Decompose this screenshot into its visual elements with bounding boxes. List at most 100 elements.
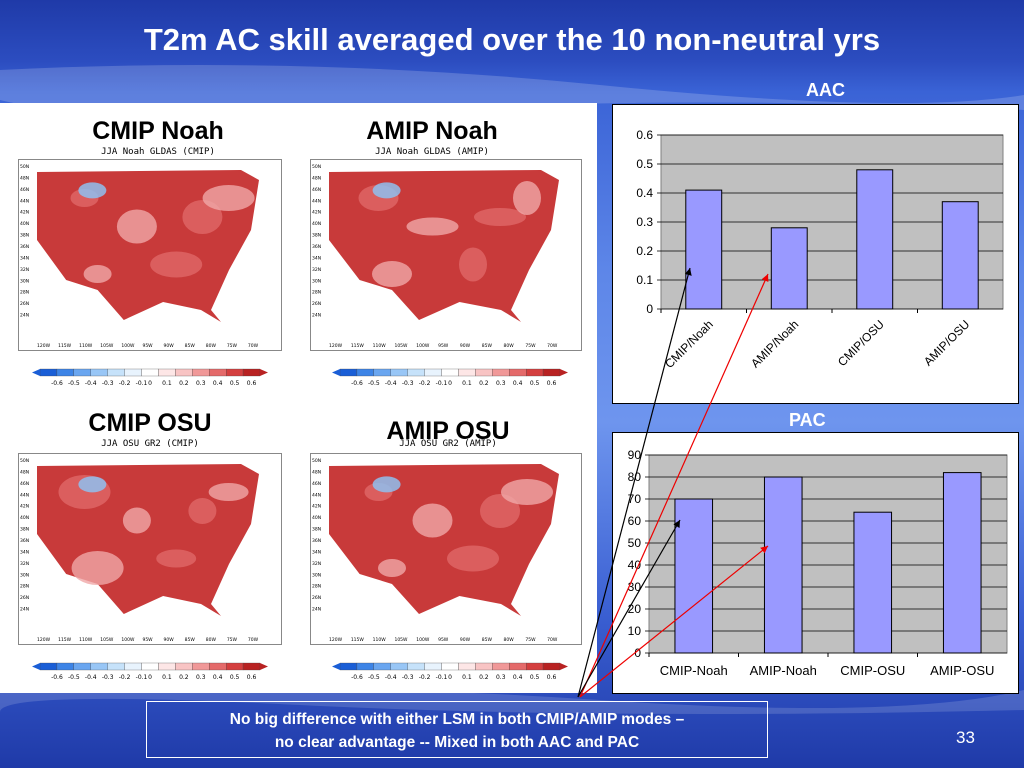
colorbar-label: 0.1 xyxy=(462,674,472,681)
arrow-red-aac xyxy=(579,273,769,698)
map-lon-label: 90W xyxy=(164,343,175,349)
colorbar-label: 0.1 xyxy=(162,674,172,681)
colorbar-label: 0.3 xyxy=(196,674,206,681)
y-tick-label: 40 xyxy=(628,558,642,572)
map-lon-label: 80W xyxy=(206,637,217,643)
map-lon-label: 70W xyxy=(248,343,259,349)
map-negative-patch xyxy=(78,476,107,493)
x-tick-label: AMIP-OSU xyxy=(930,663,994,678)
map-lon-label: 95W xyxy=(438,343,449,349)
map-title-cmip-osu: CMIP OSU xyxy=(88,409,212,437)
colorbar-label: 0.6 xyxy=(547,674,557,681)
colorbar-label: 0.6 xyxy=(247,380,257,387)
colorbar-label: -0.4 xyxy=(385,380,397,387)
y-tick-label: 0.4 xyxy=(636,186,653,200)
colorbar-label: 0.1 xyxy=(162,380,172,387)
map-field: 50N 48N 46N 44N 42N 40N 38N 36N 34N 32N 30N 28N 26N 2… xyxy=(20,458,259,643)
map-lon-label: 95W xyxy=(142,343,153,349)
bar xyxy=(942,472,982,654)
y-tick-label: 0.1 xyxy=(636,273,653,287)
map-lat-label: 36N xyxy=(20,538,29,544)
colorbar-label: 0 xyxy=(448,674,452,681)
map-lat-label: 34N xyxy=(20,549,29,555)
aac-chart-label: AAC xyxy=(806,80,845,100)
map-lat-label: 50N xyxy=(312,164,321,170)
colorbar-label: 0.3 xyxy=(496,674,506,681)
x-tick-label: AMIP-Noah xyxy=(750,663,817,678)
map-patch xyxy=(372,261,412,287)
colorbar-label: 0.5 xyxy=(230,674,240,681)
map-lat-label: 40N xyxy=(20,221,29,227)
map-lat-label: 44N xyxy=(312,198,321,204)
map-title-amip-osu: AMIP OSU xyxy=(386,417,510,445)
map-lat-label: 30N xyxy=(20,572,29,578)
colorbar-label: -0.6 xyxy=(351,380,363,387)
map-lon-label: 105W xyxy=(100,343,114,349)
map-lat-label: 36N xyxy=(312,244,321,250)
colorbar-label: 0.1 xyxy=(462,380,472,387)
map-lon-label: 80W xyxy=(504,637,515,643)
map-subtitle-amip-osu: JJA OSU GR2 (AMIP) xyxy=(399,439,497,449)
map-patch xyxy=(156,549,197,568)
map-patch xyxy=(406,217,459,236)
colorbar-cmip-noah: -0.6 -0.5 -0.4 -0.3 -0.2 -0.1 0 0.1 0.2 0.3 0.4 0.5… xyxy=(32,368,268,387)
map-lon-label: 85W xyxy=(185,343,196,349)
colorbar-label: -0.5 xyxy=(368,674,380,681)
map-lat-label: 24N xyxy=(20,607,29,613)
colorbar-arrow-left xyxy=(32,369,40,376)
colorbar-label: -0.5 xyxy=(68,674,80,681)
map-lon-label: 70W xyxy=(248,637,259,643)
map-lon-label: 120W xyxy=(37,637,51,643)
map-lat-label: 28N xyxy=(312,290,321,296)
arrow-black-pac xyxy=(577,519,681,698)
map-lat-label: 40N xyxy=(20,515,29,521)
map-lat-label: 40N xyxy=(312,515,321,521)
map-lat-label: 42N xyxy=(20,504,29,510)
colorbar-label: -0.1 xyxy=(136,674,148,681)
map-lon-label: 90W xyxy=(164,637,175,643)
map-patch xyxy=(116,209,157,244)
map-patch xyxy=(480,494,520,528)
colorbar-label: -0.2 xyxy=(419,674,431,681)
colorbar-label: -0.4 xyxy=(85,380,97,387)
pac-chart-label: PAC xyxy=(789,410,826,430)
map-lat-label: 46N xyxy=(312,481,321,487)
colorbar-amip-noah: -0.6 -0.5 -0.4 -0.3 -0.2 -0.1 0 0.1 0.2 0.3 0.4 0.5… xyxy=(332,368,568,387)
colorbar-label: -0.1 xyxy=(436,674,448,681)
map-lat-label: 30N xyxy=(312,278,321,284)
map-lat-label: 34N xyxy=(312,549,321,555)
colorbar-label: 0.2 xyxy=(479,674,489,681)
map-lat-label: 24N xyxy=(312,607,321,613)
y-tick-label: 0.3 xyxy=(636,215,653,229)
pac-chart: 0 10 20 30 40 50 60 70 80 90 CMIP-Noah AMIP-Noah CMI… xyxy=(612,432,1019,694)
map-lon-label: 110W xyxy=(373,637,387,643)
x-tick-label: CMIP-Noah xyxy=(660,663,728,678)
colorbar-label: -0.6 xyxy=(51,674,63,681)
map-subtitle-amip-noah: JJA Noah GLDAS (AMIP) xyxy=(375,147,489,157)
map-lon-label: 110W xyxy=(373,343,387,349)
map-title-amip-noah: AMIP Noah xyxy=(366,117,498,145)
colorbar-label: 0.4 xyxy=(213,674,223,681)
map-lat-label: 36N xyxy=(312,538,321,544)
colorbar-label: 0.2 xyxy=(479,380,489,387)
map-lon-label: 105W xyxy=(394,343,408,349)
map-patch xyxy=(447,545,499,572)
map-lat-label: 46N xyxy=(20,481,29,487)
colorbar-label: 0.5 xyxy=(530,674,540,681)
y-tick-label: 80 xyxy=(628,470,642,484)
colorbar-arrow-left xyxy=(332,663,340,670)
map-lat-label: 40N xyxy=(312,221,321,227)
map-patch xyxy=(122,507,151,534)
colorbar-label: 0.4 xyxy=(213,380,223,387)
map-amip-osu: 50N 48N 46N 44N 42N 40N 38N 36N 34N 32N 30N 28N 26N 2… xyxy=(310,453,582,645)
map-title-cmip-noah: CMIP Noah xyxy=(92,117,224,145)
map-patch xyxy=(150,251,203,278)
map-lon-label: 90W xyxy=(460,637,471,643)
y-tick-label: 90 xyxy=(628,448,642,462)
colorbar-arrow-right xyxy=(260,369,268,376)
y-tick-label: 0.2 xyxy=(636,244,653,258)
map-lat-label: 42N xyxy=(20,210,29,216)
map-lon-label: 95W xyxy=(438,637,449,643)
